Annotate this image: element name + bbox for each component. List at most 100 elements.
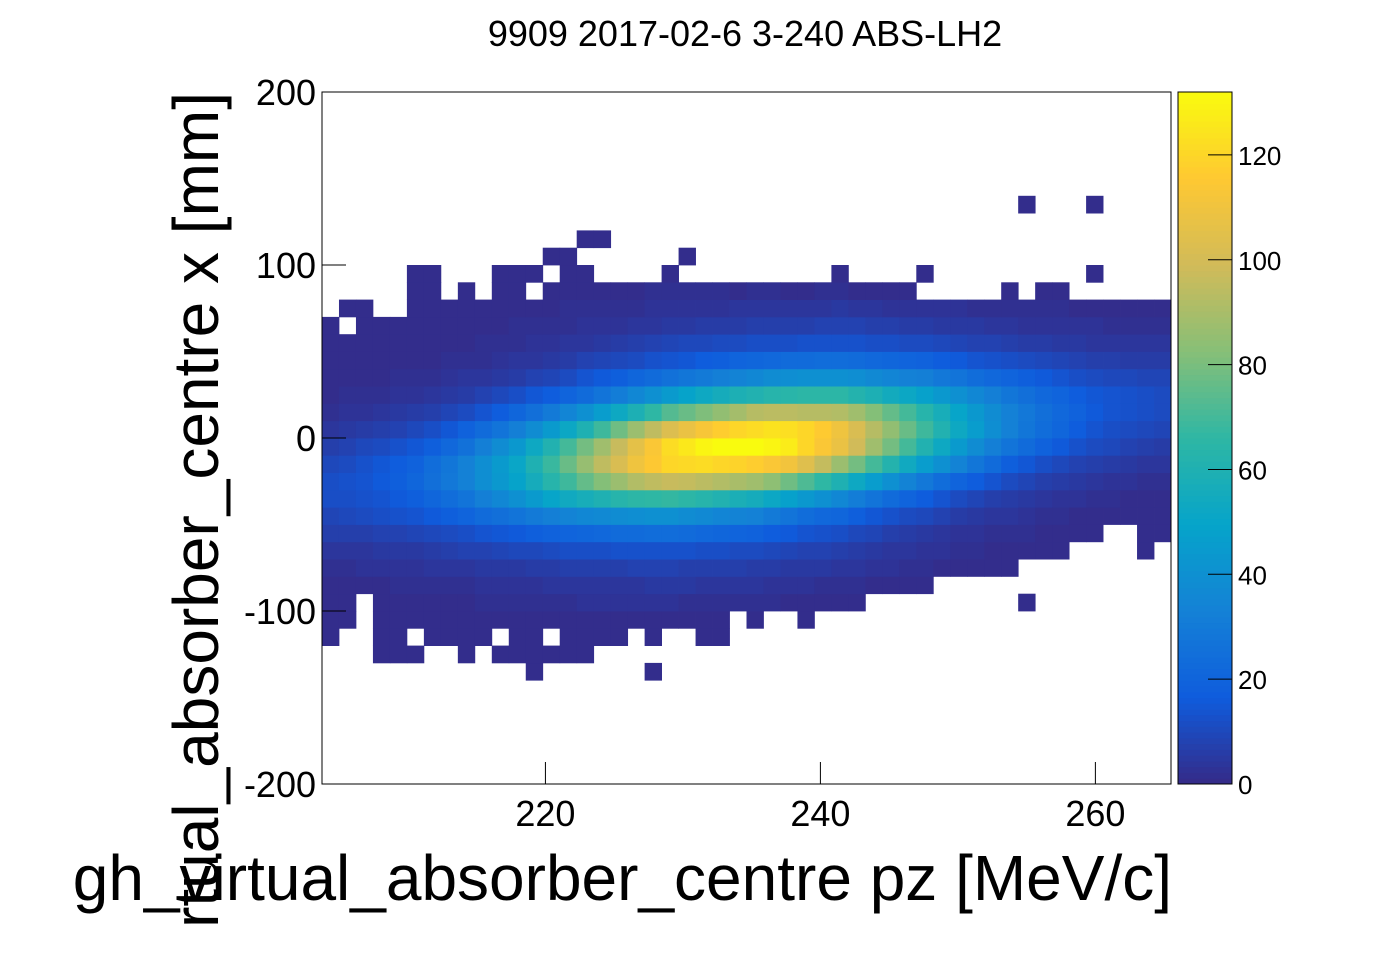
heatmap-cell: [950, 386, 968, 404]
colorbar-slice: [1178, 466, 1232, 474]
heatmap-cell: [831, 299, 849, 318]
heatmap-cell: [797, 438, 815, 456]
heatmap-cell: [406, 524, 425, 543]
heatmap-cell: [865, 386, 883, 404]
heatmap-cell: [865, 541, 883, 560]
heatmap-cell: [746, 541, 764, 560]
heatmap-cell: [1086, 299, 1104, 318]
heatmap-cell: [916, 455, 934, 473]
heatmap-cell: [933, 316, 951, 335]
heatmap-cell: [644, 628, 662, 646]
heatmap-cell: [695, 403, 713, 422]
heatmap-cell: [559, 316, 578, 335]
colorbar-slice: [1178, 703, 1232, 710]
heatmap-cell: [576, 368, 595, 387]
heatmap-cell: [338, 507, 357, 525]
heatmap-cell: [695, 420, 713, 439]
heatmap-cell: [661, 420, 679, 439]
heatmap-cell: [440, 351, 459, 370]
heatmap-cell: [933, 351, 951, 370]
heatmap-cell: [695, 628, 713, 646]
heatmap-cell: [627, 576, 646, 595]
heatmap-cell: [661, 455, 679, 473]
heatmap-cell: [814, 420, 832, 439]
heatmap-cell: [440, 455, 459, 473]
colorbar-slice: [1178, 409, 1232, 416]
heatmap-cell: [389, 386, 408, 404]
heatmap-cell: [1035, 455, 1053, 473]
heatmap-cell: [355, 351, 374, 370]
heatmap-cell: [1018, 316, 1036, 335]
heatmap-cell: [967, 299, 985, 318]
colorbar-slice: [1178, 270, 1232, 278]
heatmap-cell: [1001, 386, 1019, 404]
heatmap-cell: [1086, 195, 1104, 214]
heatmap-cell: [678, 282, 696, 300]
heatmap-cell: [644, 662, 662, 681]
heatmap-cell: [712, 420, 730, 439]
heatmap-cell: [644, 420, 662, 439]
heatmap-cell: [576, 559, 595, 577]
heatmap-cell: [1052, 541, 1070, 560]
heatmap-cell: [423, 438, 442, 456]
heatmap-cell: [967, 524, 985, 543]
heatmap-cell: [440, 611, 459, 629]
heatmap-cell: [1137, 386, 1155, 404]
heatmap-cell: [797, 455, 815, 473]
colorbar-tick-label: 0: [1238, 770, 1252, 800]
heatmap-cell: [1137, 334, 1155, 352]
heatmap-cell: [865, 368, 883, 387]
heatmap-cell: [1120, 299, 1138, 318]
heatmap-cell: [474, 611, 493, 629]
heatmap-cell: [780, 368, 798, 387]
heatmap-cell: [576, 230, 595, 249]
heatmap-cell: [1052, 299, 1070, 318]
colorbar-slice: [1178, 311, 1232, 318]
heatmap-cell: [593, 282, 612, 300]
colorbar-slice: [1178, 195, 1232, 203]
heatmap-cell: [525, 576, 544, 595]
heatmap-cell: [322, 420, 340, 439]
heatmap-cell: [423, 351, 442, 370]
heatmap-cell: [882, 524, 900, 543]
heatmap-cell: [1103, 403, 1121, 422]
heatmap-cell: [1001, 541, 1019, 560]
heatmap-cell: [797, 559, 815, 577]
heatmap-cell: [1137, 541, 1155, 560]
heatmap-cell: [695, 351, 713, 370]
heatmap-cell: [763, 403, 781, 422]
heatmap-cell: [1069, 507, 1087, 525]
heatmap-cell: [1001, 455, 1019, 473]
heatmap-cell: [1035, 316, 1053, 335]
heatmap-cell: [814, 507, 832, 525]
heatmap-cell: [491, 489, 510, 508]
heatmap-cell: [661, 351, 679, 370]
heatmap-cell: [457, 507, 476, 525]
colorbar-slice: [1178, 115, 1232, 122]
heatmap-cell: [1035, 403, 1053, 422]
heatmap-cell: [389, 576, 408, 595]
heatmap-cell: [797, 316, 815, 335]
heatmap-cell: [389, 645, 408, 664]
heatmap-cell: [542, 489, 561, 508]
heatmap-cell: [559, 282, 578, 300]
heatmap-cell: [593, 230, 612, 249]
heatmap-cell: [797, 299, 815, 318]
heatmap-cell: [1018, 420, 1036, 439]
heatmap-cell: [542, 386, 561, 404]
heatmap-cell: [457, 282, 476, 300]
heatmap-cell: [322, 593, 340, 612]
colorbar-slice: [1178, 616, 1232, 624]
heatmap-cell: [1035, 541, 1053, 560]
heatmap-cell: [525, 455, 544, 473]
heatmap-cell: [1120, 420, 1138, 439]
heatmap-cell: [322, 403, 340, 422]
heatmap-cell: [746, 403, 764, 422]
heatmap-cell: [1069, 472, 1087, 491]
heatmap-cell: [1035, 334, 1053, 352]
heatmap-cell: [406, 265, 425, 283]
heatmap-cell: [746, 386, 764, 404]
heatmap-cell: [542, 282, 561, 300]
heatmap-cell: [1052, 472, 1070, 491]
heatmap-cell: [814, 541, 832, 560]
